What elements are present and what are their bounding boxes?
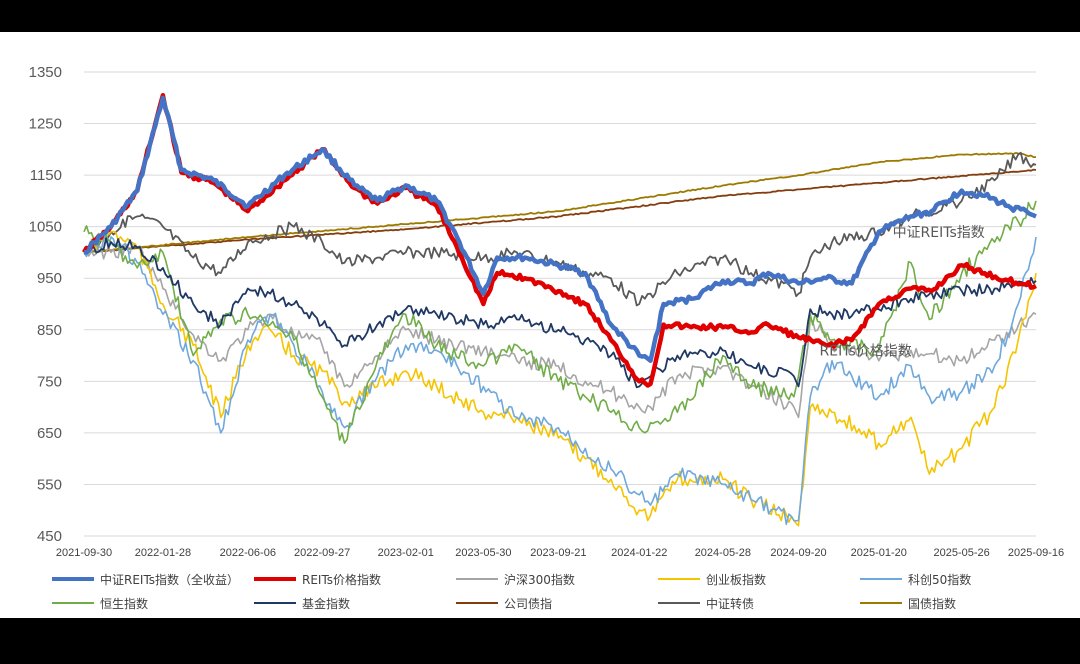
x-tick-label: 2025-01-20 bbox=[851, 547, 907, 559]
series-line-5 bbox=[83, 200, 1037, 444]
x-axis-ticks: 2021-09-30 2022-01-28 2022-06-06 2022-09-27… bbox=[56, 547, 1064, 559]
legend-swatch bbox=[456, 578, 498, 580]
y-tick-label: 1250 bbox=[29, 116, 62, 133]
y-axis-ticks: 450 550 650 750 850 950 1050 1150 1250 1350 bbox=[29, 64, 62, 545]
line-chart: 450 550 650 750 850 950 1050 1150 1250 1350 2021-… bbox=[29, 64, 1065, 559]
legend-label: 恒生指数 bbox=[100, 596, 149, 611]
x-tick-label: 2023-09-21 bbox=[530, 547, 586, 559]
legend-swatch bbox=[860, 602, 902, 604]
y-tick-label: 1050 bbox=[29, 219, 62, 236]
legend-label: 基金指数 bbox=[302, 596, 351, 611]
y-tick-label: 750 bbox=[37, 373, 62, 390]
legend-item: 恒生指数 bbox=[52, 592, 148, 614]
series-lines bbox=[82, 92, 1037, 527]
chart-panel: 450 550 650 750 850 950 1050 1150 1250 1350 2021-… bbox=[0, 32, 1080, 618]
legend-swatch bbox=[52, 577, 94, 581]
x-tick-label: 2022-06-06 bbox=[220, 547, 276, 559]
series-line-9 bbox=[83, 152, 1036, 254]
legend-label: 公司债指 bbox=[504, 596, 553, 611]
legend-label: 中证转债 bbox=[706, 596, 755, 611]
series-line-2 bbox=[83, 241, 1037, 419]
legend-item: 创业板指数 bbox=[658, 568, 766, 590]
legend-label: 国债指数 bbox=[908, 596, 957, 611]
legend-label: 中证REITs指数（全收益） bbox=[100, 572, 240, 587]
legend-label: 科创50指数 bbox=[908, 572, 972, 587]
legend-swatch bbox=[52, 602, 94, 604]
gridlines bbox=[84, 71, 1036, 537]
x-tick-label: 2024-09-20 bbox=[770, 547, 826, 559]
legend-swatch bbox=[658, 578, 700, 580]
legend-swatch bbox=[658, 602, 700, 604]
series-line-3 bbox=[83, 230, 1037, 527]
x-tick-label: 2022-09-27 bbox=[294, 547, 350, 559]
legend-swatch bbox=[254, 577, 296, 581]
annotations: 中证REITs指数 REITs价格指数 bbox=[820, 225, 985, 360]
legend-item: 基金指数 bbox=[254, 592, 350, 614]
y-tick-label: 950 bbox=[37, 270, 62, 287]
y-tick-label: 650 bbox=[37, 425, 62, 442]
chart-annotation: REITs价格指数 bbox=[820, 344, 912, 360]
legend-swatch bbox=[860, 578, 902, 580]
series-line-1 bbox=[82, 92, 1037, 388]
x-tick-label: 2024-05-28 bbox=[695, 547, 751, 559]
legend-item: 公司债指 bbox=[456, 592, 552, 614]
legend-label: 创业板指数 bbox=[706, 572, 767, 587]
series-line-7 bbox=[83, 168, 1037, 254]
y-tick-label: 1150 bbox=[30, 167, 62, 184]
legend-swatch bbox=[456, 602, 498, 604]
legend-label: 沪深300指数 bbox=[504, 572, 575, 587]
x-tick-label: 2025-09-16 bbox=[1008, 547, 1064, 559]
x-tick-label: 2024-01-22 bbox=[611, 547, 667, 559]
legend-label: REITs价格指数 bbox=[302, 572, 382, 587]
series-line-0 bbox=[84, 95, 1037, 363]
chart-annotation: 中证REITs指数 bbox=[893, 225, 985, 241]
legend-item: 国债指数 bbox=[860, 592, 956, 614]
y-tick-label: 450 bbox=[37, 528, 62, 545]
legend: 中证REITs指数（全收益） REITs价格指数 沪深300指数 创业板指数 科创50指… bbox=[52, 568, 1062, 616]
y-tick-label: 850 bbox=[37, 322, 62, 339]
x-tick-label: 2023-02-01 bbox=[378, 547, 434, 559]
legend-item: 中证REITs指数（全收益） bbox=[52, 568, 239, 590]
legend-item: REITs价格指数 bbox=[254, 568, 381, 590]
legend-swatch bbox=[254, 602, 296, 604]
x-tick-label: 2025-05-26 bbox=[934, 547, 990, 559]
legend-item: 中证转债 bbox=[658, 592, 754, 614]
x-tick-label: 2021-09-30 bbox=[56, 547, 112, 559]
series-line-4 bbox=[83, 234, 1037, 526]
x-tick-label: 2022-01-28 bbox=[135, 547, 191, 559]
y-tick-label: 550 bbox=[37, 476, 62, 493]
legend-item: 科创50指数 bbox=[860, 568, 971, 590]
y-tick-label: 1350 bbox=[29, 64, 62, 81]
x-tick-label: 2023-05-30 bbox=[455, 547, 511, 559]
legend-item: 沪深300指数 bbox=[456, 568, 575, 590]
